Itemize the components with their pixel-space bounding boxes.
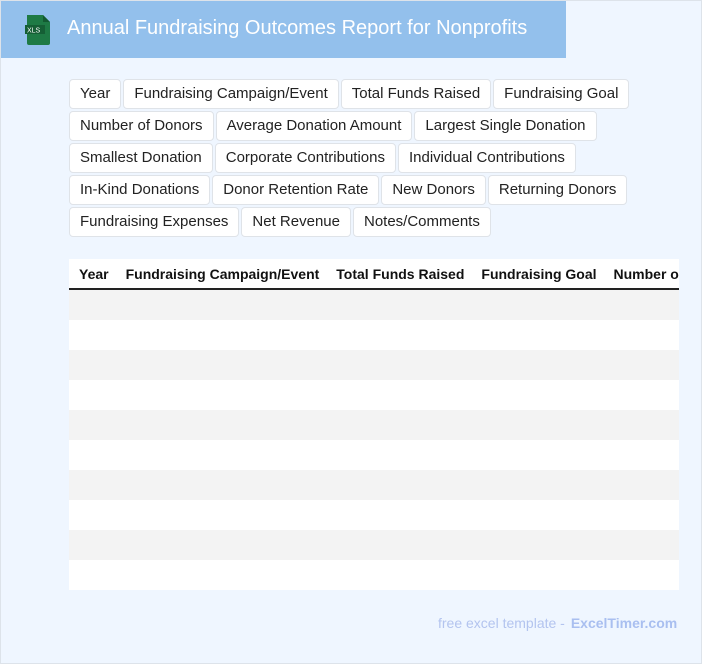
field-tag[interactable]: Fundraising Campaign/Event [123, 79, 339, 109]
footer-credit: free excel template - ExcelTimer.com [438, 615, 677, 631]
field-tag[interactable]: Returning Donors [487, 175, 628, 205]
field-tag[interactable]: Net Revenue [241, 207, 351, 237]
field-tag[interactable]: Fundraising Goal [493, 79, 630, 109]
field-tag[interactable]: New Donors [381, 175, 486, 205]
table-row [69, 290, 679, 320]
table-row [69, 470, 679, 500]
field-tag-list: Year Fundraising Campaign/Event Total Fund… [69, 79, 639, 237]
table-row [69, 380, 679, 410]
field-tag[interactable]: Average Donation Amount [215, 111, 413, 141]
brand-link[interactable]: ExcelTimer.com [570, 615, 678, 631]
field-tag[interactable]: Smallest Donation [69, 143, 213, 173]
field-tag[interactable]: Individual Contributions [398, 143, 576, 173]
table-row [69, 350, 679, 380]
svg-text:XLS: XLS [27, 28, 41, 35]
field-tag[interactable]: Year [69, 79, 122, 109]
column-header: Total Funds Raised [336, 265, 465, 282]
table-row [69, 410, 679, 440]
column-header: Fundraising Campaign/Event [125, 265, 320, 282]
field-tag[interactable]: Notes/Comments [352, 207, 491, 237]
field-tag[interactable]: Corporate Contributions [214, 143, 396, 173]
table-row [69, 530, 679, 560]
field-tag[interactable]: Number of Donors [69, 111, 214, 141]
field-tag[interactable]: Fundraising Expenses [69, 207, 240, 237]
footer-text: free excel template - [438, 615, 565, 631]
field-tag[interactable]: In-Kind Donations [69, 175, 211, 205]
table-header: Year Fundraising Campaign/Event Total Fund… [69, 259, 679, 290]
table-body [69, 290, 679, 590]
title-bar: XLS Annual Fundraising Outcomes Report f… [1, 1, 566, 58]
table-row [69, 320, 679, 350]
page-title: Annual Fundraising Outcomes Report for N… [67, 17, 528, 39]
excel-file-icon: XLS [25, 15, 50, 45]
table-row [69, 560, 679, 590]
field-tag[interactable]: Total Funds Raised [340, 79, 492, 109]
column-header: Fundraising Goal [481, 265, 597, 282]
column-header: Number of Donors [613, 265, 679, 282]
column-header: Year [79, 265, 109, 282]
table-row [69, 500, 679, 530]
table-row [69, 440, 679, 470]
field-tag[interactable]: Largest Single Donation [414, 111, 597, 141]
field-tag[interactable]: Donor Retention Rate [212, 175, 380, 205]
data-table: Year Fundraising Campaign/Event Total Fund… [69, 259, 679, 590]
